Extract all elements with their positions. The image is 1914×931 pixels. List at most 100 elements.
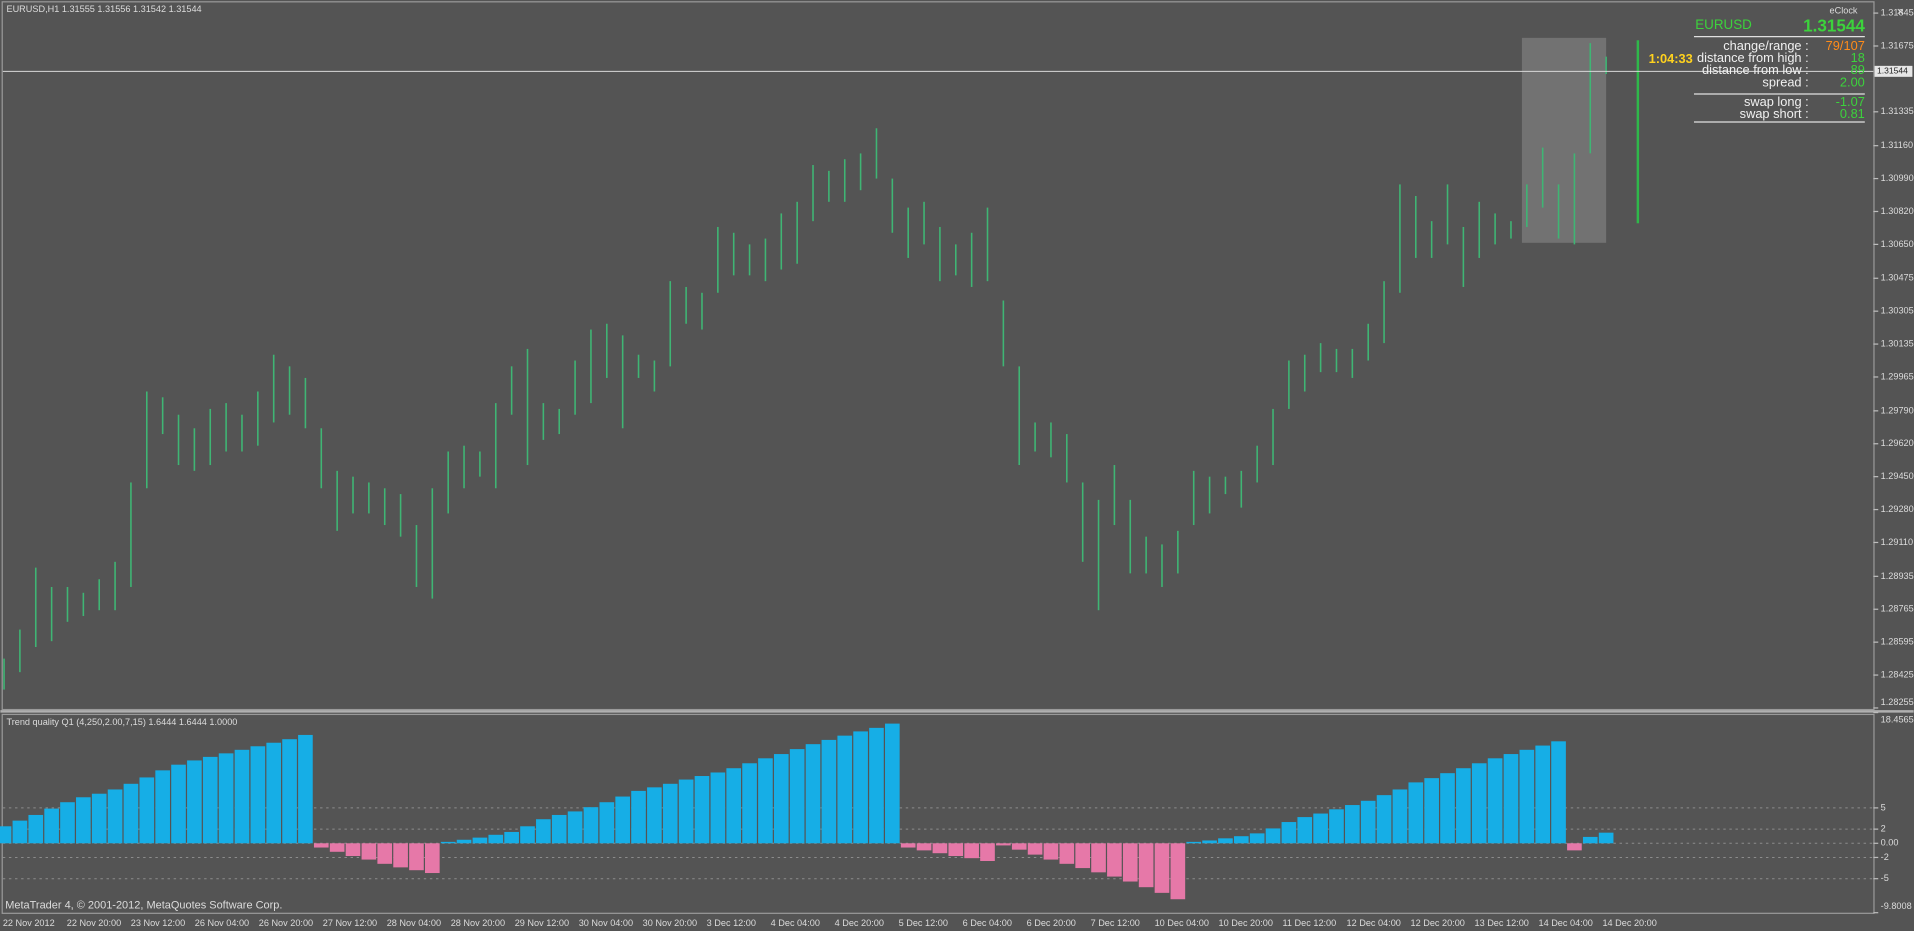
close-button[interactable]: ×: [1897, 4, 1904, 18]
y-tick-label: 1.28935: [1881, 571, 1914, 581]
time-label: 11 Dec 12:00: [1283, 918, 1337, 928]
histogram-bar: [456, 839, 472, 844]
histogram-bar: [12, 820, 28, 844]
histogram-bar: [91, 793, 107, 844]
y-tick-label: 1.28425: [1881, 669, 1914, 679]
histogram-bar: [1582, 836, 1598, 844]
time-label: 23 Nov 12:00: [131, 918, 185, 928]
histogram-bar: [60, 802, 75, 844]
histogram-bar: [631, 790, 646, 844]
y-tick-label: 1.30820: [1881, 206, 1914, 216]
histogram-bar: [1440, 773, 1455, 844]
time-label: 12 Dec 04:00: [1347, 918, 1401, 928]
histogram-bar: [28, 814, 44, 844]
y-tick-label: 1.29620: [1881, 438, 1914, 448]
histogram-bar: [1456, 768, 1471, 844]
histogram-bar: [1075, 843, 1090, 869]
last-price-label: 1.31544: [1877, 66, 1908, 76]
histogram-bar: [1313, 813, 1328, 844]
info-panel: EURUSD 1.31544 1:04:33 change/range : 79/…: [1649, 16, 1865, 123]
y-tick-label: 1.30305: [1881, 306, 1914, 316]
histogram-bar: [964, 843, 979, 859]
histogram-bar: [345, 843, 361, 857]
y-tick-label: 1.31335: [1881, 106, 1914, 116]
panel-label: distance from low :: [1702, 62, 1809, 77]
histogram-bar: [1551, 741, 1566, 844]
histogram-bar: [1567, 843, 1582, 851]
histogram-bar: [377, 843, 393, 864]
histogram-bar: [1408, 782, 1424, 844]
histogram-bar: [1535, 745, 1551, 844]
panel-value: 2.00: [1840, 74, 1865, 89]
y-tick-label: 1.30475: [1881, 273, 1914, 283]
histogram-bar: [425, 843, 440, 874]
histogram-bar: [710, 772, 726, 844]
histogram-bar: [440, 841, 456, 844]
histogram-bar: [1170, 843, 1186, 900]
histogram-bar: [551, 814, 567, 844]
y-tick-label: 0.00: [1881, 838, 1899, 848]
y-tick-label: 1.31160: [1881, 140, 1913, 150]
last-price-box: [1874, 65, 1913, 77]
y-tick-label: 1.30135: [1881, 338, 1914, 348]
histogram-bar: [1059, 843, 1075, 864]
histogram-bar: [758, 758, 773, 844]
histogram-bar: [599, 802, 615, 844]
time-label: 4 Dec 20:00: [835, 918, 884, 928]
y-tick-label: 1.29450: [1881, 471, 1914, 481]
indicator-chart: 18.4565 5 2 0.00 -2 -5 -9.8008: [0, 711, 1914, 914]
y-tick-label: 1.29110: [1881, 537, 1913, 547]
y-tick-label: 2: [1881, 824, 1886, 834]
histogram-bar: [187, 760, 202, 844]
histogram-bar: [773, 754, 789, 844]
histogram-bar: [266, 742, 282, 844]
histogram-bar: [1154, 843, 1170, 893]
time-label: 26 Nov 04:00: [195, 918, 249, 928]
time-label: 13 Dec 12:00: [1475, 918, 1529, 928]
histogram-bar: [948, 843, 964, 857]
time-label: 10 Dec 04:00: [1155, 918, 1209, 928]
panel-price: 1.31544: [1803, 16, 1865, 35]
histogram-bar: [1297, 817, 1313, 844]
histogram-bar: [615, 796, 630, 844]
histogram-bar: [1281, 822, 1297, 844]
histogram-bar: [1424, 778, 1439, 844]
time-label: 6 Dec 04:00: [963, 918, 1012, 928]
histogram-bar: [1487, 758, 1503, 844]
y-tick-label: 1.29790: [1881, 405, 1914, 415]
time-label: 6 Dec 20:00: [1027, 918, 1076, 928]
price-chart: 1.31845 1.31675 1.31335 1.31160 1.30990 1.308…: [2, 8, 1914, 709]
histogram-bar: [1202, 840, 1217, 844]
panel-timer: 1:04:33: [1649, 51, 1693, 66]
y-tick-label: 1.31845: [1881, 8, 1914, 18]
y-tick-label: 1.28595: [1881, 637, 1914, 647]
time-label: 30 Nov 04:00: [579, 918, 633, 928]
histogram-bar: [694, 776, 710, 844]
y-tick-label: 1.28765: [1881, 604, 1914, 614]
histogram-bar: [1233, 836, 1249, 844]
histogram-bar: [0, 826, 12, 844]
main-chart-frame: [1, 1, 1875, 711]
histogram-bar: [837, 735, 853, 844]
y-tick-label: 18.4565: [1881, 714, 1914, 724]
histogram-bar: [805, 744, 821, 844]
histogram-bar: [647, 787, 662, 844]
histogram-bar: [1471, 763, 1487, 844]
time-label: 14 Dec 04:00: [1538, 918, 1592, 928]
histogram-bar: [1329, 809, 1344, 844]
panel-value: 18: [1851, 50, 1865, 65]
histogram-bar: [1138, 843, 1154, 888]
histogram-bar: [393, 843, 408, 868]
time-label: 5 Dec 12:00: [899, 918, 948, 928]
y-tick-label: 1.31675: [1881, 40, 1914, 50]
panel-value: 89: [1851, 62, 1865, 77]
panel-value: 0.81: [1840, 106, 1865, 121]
histogram-bar: [44, 808, 59, 844]
y-tick-label: -5: [1881, 873, 1889, 883]
histogram-bar: [1186, 841, 1202, 844]
time-label: 22 Nov 2012: [3, 918, 55, 928]
histogram-bar: [567, 811, 583, 844]
range-highlight: [1521, 37, 1607, 243]
histogram-bar: [821, 739, 837, 844]
